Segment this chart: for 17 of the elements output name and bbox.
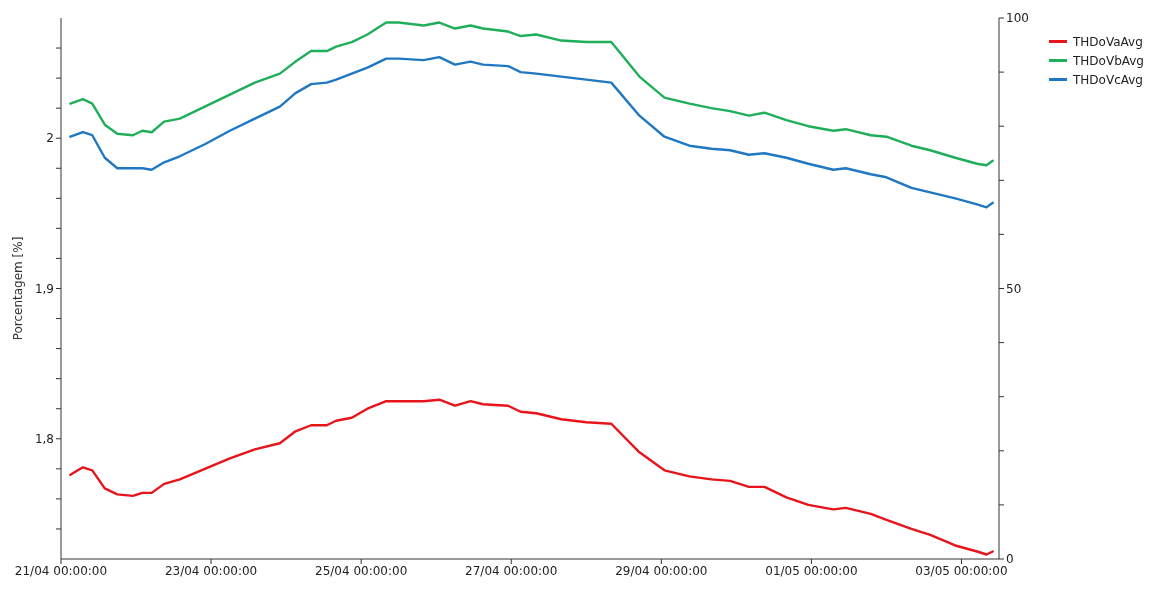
- y-tick-label: 2: [46, 131, 54, 146]
- y2-tick-label: 100: [1006, 11, 1029, 26]
- x-tick-label: 01/05 00:00:00: [765, 563, 858, 578]
- legend-label: THDoVbAvg: [1073, 53, 1144, 68]
- x-tick-label: 03/05 00:00:00: [915, 563, 1008, 578]
- x-tick-label: 21/04 00:00:00: [14, 563, 108, 578]
- x-tick-label: 25/04 00:00:00: [315, 563, 408, 578]
- y2-tick-label: 0: [1006, 552, 1014, 567]
- legend-label: THDoVaAvg: [1073, 34, 1143, 49]
- y-axis-title: Porcentagem [%]: [11, 236, 26, 341]
- x-tick-label: 23/04 00:00:00: [164, 563, 258, 578]
- x-tick-label: 29/04 00:00:00: [615, 563, 708, 578]
- y-tick-label: 1,9: [34, 281, 54, 296]
- y-tick-label: 1,8: [34, 432, 54, 447]
- y2-tick-label: 50: [1006, 281, 1022, 296]
- x-tick-label: 27/04 00:00:00: [465, 563, 558, 578]
- legend-label: THDoVcAvg: [1073, 72, 1143, 87]
